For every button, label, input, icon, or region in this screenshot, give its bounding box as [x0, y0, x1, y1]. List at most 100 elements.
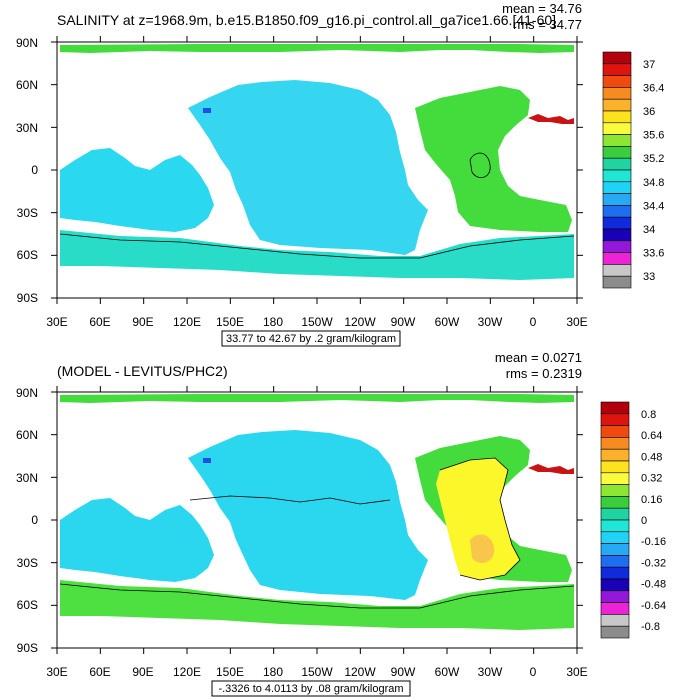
lon-tick-label: 30W [478, 665, 503, 679]
colorbar-swatch [602, 169, 632, 183]
orange-anomaly [470, 534, 495, 563]
lon-tick-label: 120W [344, 315, 376, 329]
lat-tick-label: 90N [16, 386, 38, 400]
lat-tick-label: 90S [17, 291, 38, 305]
colorbar-swatch [600, 507, 630, 521]
colorbar-swatch [600, 555, 630, 568]
arctic-ocean-field [60, 394, 574, 403]
colorbar-label: 0.16 [641, 494, 662, 506]
colorbar-swatch [600, 625, 630, 639]
lon-tick-label: 150W [301, 315, 333, 329]
latitude-axis: 90N 60N 30N 0 30S 60S 90S [16, 36, 38, 305]
colorbar-label: -0.8 [641, 621, 660, 633]
colorbar-label: 35.2 [643, 153, 664, 165]
lon-tick-label: 60E [89, 315, 110, 329]
colorbar-swatch [600, 496, 630, 509]
indian-ocean-field [60, 498, 214, 582]
lon-tick-label: 150E [216, 665, 244, 679]
colorbar-swatch [602, 63, 632, 76]
tick-marks [51, 36, 583, 304]
fresh-spot [203, 458, 211, 463]
panel-difference: (MODEL - LEVITUS/PHC2) mean = 0.0271 rms… [16, 350, 666, 697]
lon-tick-label: 120W [344, 665, 376, 679]
lon-tick-label: 30E [566, 665, 587, 679]
contour-line [439, 457, 521, 581]
lat-tick-label: 60S [17, 598, 38, 612]
colorbar-label: -0.48 [641, 579, 666, 591]
lon-tick-label: 90E [132, 665, 153, 679]
colorbar-swatch [600, 460, 630, 474]
lon-tick-label: 30E [566, 315, 587, 329]
colorbar-swatch [600, 602, 630, 615]
lat-tick-label: 60N [16, 428, 38, 442]
contour-line [59, 583, 575, 609]
rms-readout: rms = 0.2319 [506, 366, 582, 381]
longitude-axis: 30E 60E 90E 120E 150E 180 150W 120W 90W … [46, 315, 587, 329]
lon-tick-label: 30E [46, 665, 67, 679]
latitude-axis: 90N 60N 30N 0 30S 60S 90S [16, 386, 38, 655]
lon-tick-label: 180 [263, 665, 283, 679]
atlantic-salty-anomaly [436, 458, 520, 580]
colorbar-label: 33 [643, 271, 655, 283]
lon-tick-label: 60W [435, 665, 460, 679]
colorbar-label: 0.8 [641, 409, 656, 421]
colorbar-swatch [600, 614, 630, 627]
lon-tick-label: 120E [173, 315, 201, 329]
colorbar-swatch [600, 519, 630, 533]
colorbar-swatch [600, 413, 630, 426]
colorbar-swatch [600, 401, 630, 415]
arctic-ocean-field [60, 44, 574, 53]
lon-tick-label: 30E [46, 315, 67, 329]
colorbar-swatch [602, 181, 632, 194]
colorbar-swatch [600, 531, 630, 544]
colorbar-swatch [600, 425, 630, 438]
lon-tick-label: 60E [89, 665, 110, 679]
lat-tick-label: 90N [16, 36, 38, 50]
colorbar: 37 36.4 36 35.6 35.2 34.8 34.4 34 33.6 33 [602, 51, 664, 289]
panel-title: SALINITY at z=1968.9m, b.e15.B1850.f09_g… [57, 12, 556, 28]
pacific-ocean-field [188, 80, 428, 255]
colorbar-label: 0.32 [641, 473, 662, 485]
lon-tick-label: 180 [263, 315, 283, 329]
colorbar-swatch [602, 122, 632, 135]
colorbar-label: 0 [641, 515, 647, 527]
colorbar-swatch [602, 98, 632, 112]
panel-salinity: SALINITY at z=1968.9m, b.e15.B1850.f09_g… [16, 1, 664, 347]
colorbar-swatch [600, 472, 630, 485]
rms-readout: rms = 34.77 [513, 17, 582, 32]
colorbar: 0.8 0.64 0.48 0.32 0.16 0 -0.16 -0.32 -0.48 -0.64… [600, 401, 666, 639]
colorbar-swatch [602, 193, 632, 206]
colorbar-swatch [600, 590, 630, 603]
map-area [56, 41, 578, 299]
colorbar-label: 0.48 [641, 451, 662, 463]
colorbar-swatch [602, 264, 632, 277]
lon-tick-label: 150W [301, 665, 333, 679]
contour-range-box [221, 330, 401, 347]
atlantic-ocean-field [415, 86, 572, 232]
contour-range-box [211, 680, 411, 697]
colorbar-swatch [602, 146, 632, 159]
fresh-spot [203, 108, 211, 113]
colorbar-label: -0.32 [641, 557, 666, 569]
contour-line [189, 495, 391, 505]
colorbar-swatch [602, 87, 632, 100]
colorbar-swatch [602, 216, 632, 230]
contour-range-text: 33.77 to 42.67 by .2 gram/kilogram [226, 333, 396, 345]
colorbar-label: 34.4 [643, 200, 664, 212]
colorbar-swatch [602, 157, 632, 171]
lat-tick-label: 30N [16, 471, 38, 485]
colorbar-label: 34 [643, 224, 655, 236]
lat-tick-label: 30N [16, 121, 38, 135]
lon-tick-label: 0 [530, 665, 537, 679]
lat-tick-label: 60N [16, 78, 38, 92]
colorbar-swatch [600, 578, 630, 592]
colorbar-swatch [600, 484, 630, 497]
colorbar-label: 36.4 [643, 82, 664, 94]
lon-tick-label: 90W [391, 665, 416, 679]
mean-readout: mean = 34.76 [502, 1, 582, 16]
colorbar-swatch [602, 51, 632, 65]
longitude-axis: 30E 60E 90E 120E 150E 180 150W 120W 90W … [46, 665, 587, 679]
colorbar-swatch [602, 275, 632, 289]
colorbar-swatch [602, 240, 632, 253]
